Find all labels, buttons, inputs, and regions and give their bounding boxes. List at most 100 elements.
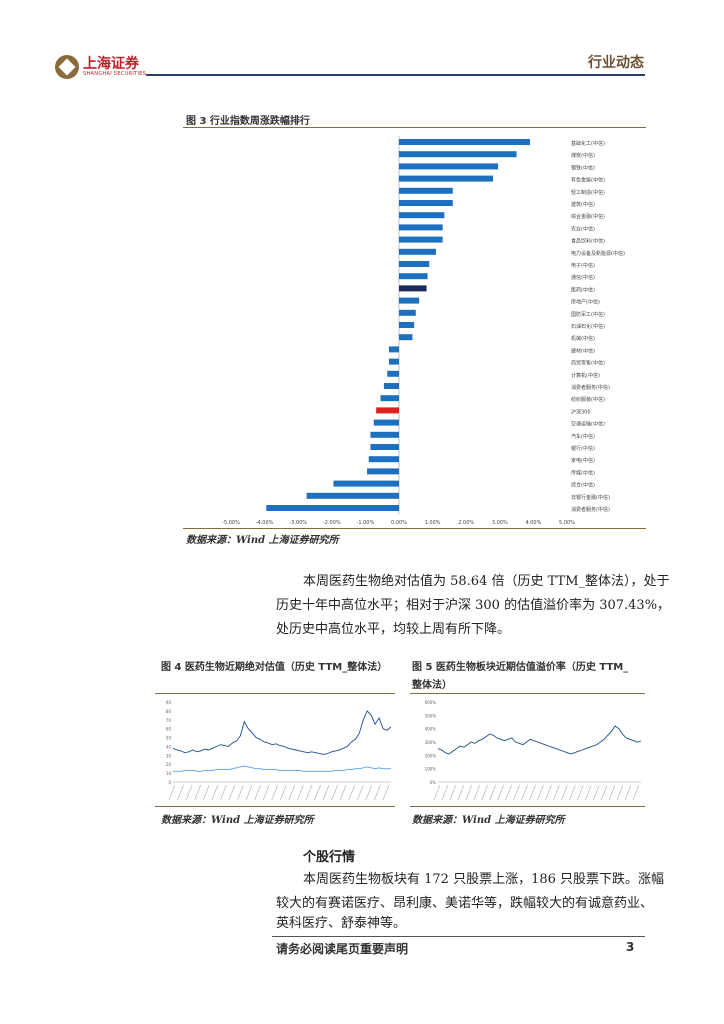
x-date-tick-5 (473, 784, 481, 801)
figure3-bottom-rule (183, 528, 646, 529)
valuation-paragraph-line-1: 本周医药生物绝对估值为 58.64 倍（历史 TTM_整体法），处于 (303, 574, 670, 589)
stock-paragraph-line-1: 本周医药生物板块有 172 只股票上涨，186 只股票下跌。涨幅 (303, 872, 665, 887)
x-date-tick-5 (211, 784, 219, 801)
valuation-paragraph-line-3: 处历史中高位水平，均较上周有所下降。 (276, 622, 511, 637)
report-section-label: 行业动态 (588, 55, 644, 71)
section-heading-stock-performance: 个股行情 (303, 850, 356, 865)
bar-15 (399, 322, 415, 328)
bar-24 (370, 431, 399, 438)
bar-19 (387, 370, 399, 377)
x-date-tick-15 (553, 784, 560, 801)
y-tick-label-0: 600% (425, 700, 437, 705)
bar-21 (380, 395, 399, 402)
x-date-tick-17 (569, 784, 576, 801)
y-tick-label-8: 10 (166, 771, 172, 776)
x-tick-label-0: -5.00% (222, 520, 240, 526)
x-date-tick-19 (584, 784, 592, 801)
category-label-1: 煤炭(中信) (571, 152, 595, 159)
category-label-27: 传媒(中信) (571, 469, 595, 476)
figure5-bottom-rule (410, 806, 645, 807)
x-date-tick-14 (288, 784, 296, 801)
bar-13 (399, 297, 420, 304)
page-number: 3 (626, 940, 635, 954)
y-tick-label-4: 50 (166, 736, 172, 741)
y-tick-label-5: 40 (166, 744, 172, 749)
bar-18 (388, 358, 399, 365)
x-date-tick-23 (365, 784, 373, 801)
figure4-line-chart: 90 80 70 60 50 40 30 20 10 0 (166, 700, 392, 801)
bar-30 (266, 505, 399, 511)
x-date-tick-20 (592, 784, 600, 801)
bar-26 (368, 456, 399, 463)
category-label-12: 医药(中信) (571, 286, 595, 293)
category-label-16: 机械(中信) (571, 335, 595, 342)
x-date-tick-23 (616, 784, 624, 801)
footer-disclaimer-note: 请务必阅读尾页重要声明 (276, 942, 409, 956)
figure4-title: 图 4 医药生物近期绝对估值（历史 TTM_整体法） (161, 662, 388, 673)
x-date-tick-7 (228, 784, 236, 801)
series-line-0 (437, 725, 642, 755)
bar-4 (399, 187, 453, 194)
bar-27 (367, 468, 399, 475)
x-tick-label-10: 5.00% (559, 520, 575, 526)
x-date-tick-22 (608, 784, 616, 801)
category-label-11: 通信(中信) (571, 274, 595, 281)
figure4-bottom-rule (155, 806, 395, 807)
logo-emblem-icon (55, 55, 79, 79)
category-label-21: 纺织服装(中信) (571, 396, 605, 403)
x-date-tick-19 (331, 784, 338, 801)
figure3-source: 数据来源：Wind 上海证券研究所 (186, 535, 339, 546)
x-date-tick-1 (441, 784, 449, 801)
bar-7 (399, 224, 443, 231)
x-tick-label-6: 1.00% (425, 520, 441, 526)
x-date-tick-12 (529, 784, 536, 801)
bar-3 (399, 175, 494, 182)
x-date-tick-11 (262, 784, 270, 801)
x-date-tick-21 (600, 784, 608, 801)
x-date-tick-3 (457, 784, 465, 801)
figure3-title: 图 3 行业指数周涨跌幅排行 (186, 116, 310, 127)
x-date-tick-17 (314, 784, 321, 801)
x-date-tick-18 (322, 784, 330, 801)
bar-8 (399, 236, 443, 243)
x-date-tick-9 (245, 784, 253, 801)
header-rule (146, 74, 645, 76)
x-date-tick-18 (577, 784, 584, 801)
category-label-8: 食品饮料(中信) (571, 238, 605, 245)
valuation-paragraph-line-2: 历史十年中高位水平；相对于沪深 300 的估值溢价率为 307.43%， (276, 598, 671, 613)
y-tick-label-2: 400% (425, 727, 437, 732)
x-date-tick-16 (561, 784, 568, 801)
x-date-tick-0 (168, 784, 176, 801)
x-tick-label-3: -2.00% (323, 520, 341, 526)
y-tick-label-2: 70 (166, 718, 172, 723)
page-header: 上海证券 SHANGHAI SECURITIES 行业动态 (0, 0, 724, 90)
x-date-tick-6 (481, 784, 489, 801)
series-line-1 (173, 765, 391, 772)
bar-17 (388, 346, 399, 353)
x-date-tick-0 (433, 784, 441, 801)
x-date-tick-11 (521, 784, 528, 801)
x-date-tick-24 (624, 784, 632, 801)
figure5-title-line-1: 图 5 医药生物板块近期估值溢价率（历史 TTM_ (412, 662, 629, 673)
category-label-24: 汽车(中信) (571, 433, 595, 440)
y-tick-label-4: 200% (425, 753, 437, 758)
x-date-tick-12 (271, 784, 278, 801)
bar-22 (376, 407, 399, 414)
figure5-source: 数据来源：Wind 上海证券研究所 (412, 815, 565, 826)
x-date-tick-24 (374, 784, 381, 801)
category-label-28: 综合(中信) (571, 482, 595, 489)
x-date-tick-6 (220, 784, 227, 801)
x-date-tick-16 (305, 784, 313, 801)
bar-14 (399, 309, 416, 316)
stock-paragraph-line-3: 英科医疗、舒泰神等。 (276, 916, 407, 931)
y-tick-label-3: 60 (166, 727, 172, 732)
category-label-25: 银行(中信) (571, 445, 595, 452)
x-tick-label-9: 4.00% (525, 520, 541, 526)
category-label-10: 电子(中信) (571, 262, 595, 269)
category-label-17: 建材(中信) (571, 347, 595, 354)
bar-10 (399, 261, 430, 267)
x-date-tick-25 (632, 784, 640, 801)
x-date-tick-8 (237, 784, 244, 801)
bar-23 (373, 419, 399, 426)
x-tick-label-8: 3.00% (492, 520, 508, 526)
